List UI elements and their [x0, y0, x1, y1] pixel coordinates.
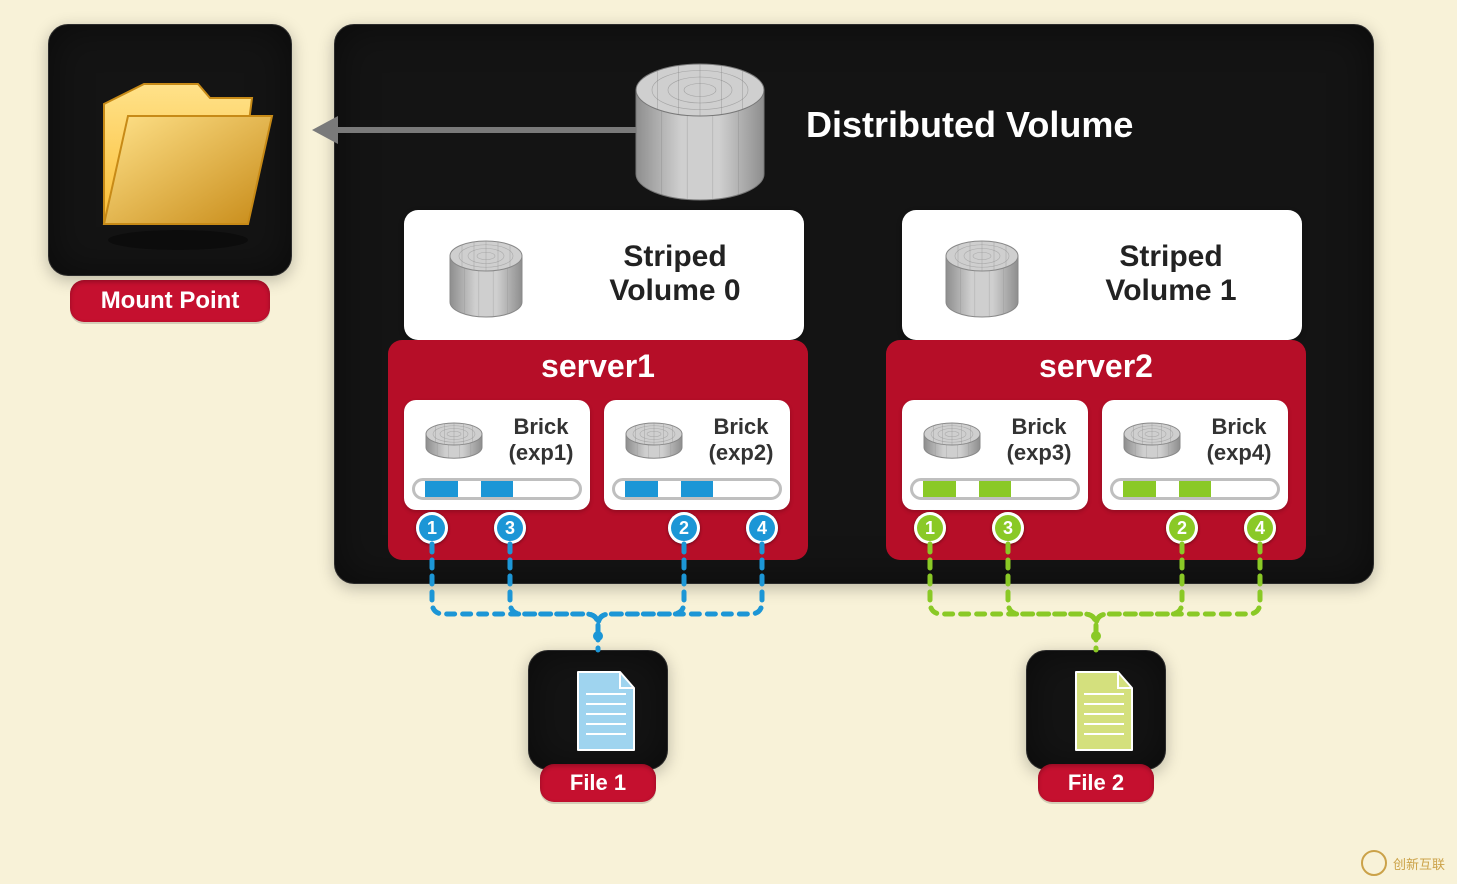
stripe-segment	[681, 481, 714, 497]
stripe-segment	[1123, 481, 1156, 497]
stripe-badge-2: 2	[1166, 512, 1198, 544]
server-title: server2	[886, 348, 1306, 385]
watermark: 创新互联	[1361, 850, 1445, 876]
database-icon	[411, 201, 561, 351]
stripe-badge-2: 2	[668, 512, 700, 544]
stripe-badge-1: 1	[416, 512, 448, 544]
striped-volume-title: StripedVolume 0	[570, 240, 780, 308]
mount-point-label: Mount Point	[70, 280, 270, 322]
file-icon	[528, 650, 668, 770]
brick-label: Brick(exp4)	[1194, 414, 1284, 466]
stripe-bar	[612, 478, 782, 500]
stripe-bar	[910, 478, 1080, 500]
database-icon	[907, 201, 1057, 351]
stripe-badge-4: 4	[746, 512, 778, 544]
server-title: server1	[388, 348, 808, 385]
striped-volume-title: StripedVolume 1	[1066, 240, 1276, 308]
brick-label: Brick(exp3)	[994, 414, 1084, 466]
stripe-segment	[625, 481, 658, 497]
folder-icon	[48, 24, 292, 276]
disk-icon	[910, 410, 1000, 480]
distributed-volume-title: Distributed Volume	[806, 104, 1133, 146]
brick-label: Brick(exp2)	[696, 414, 786, 466]
disk-icon	[1110, 410, 1200, 480]
mount-point-text: Mount Point	[101, 287, 240, 315]
stripe-segment	[425, 481, 458, 497]
stripe-segment	[923, 481, 956, 497]
disk-icon	[412, 410, 502, 480]
stripe-badge-3: 3	[494, 512, 526, 544]
stripe-badge-3: 3	[992, 512, 1024, 544]
disk-icon	[612, 410, 702, 480]
stripe-bar	[412, 478, 582, 500]
stripe-segment	[481, 481, 514, 497]
stripe-bar	[1110, 478, 1280, 500]
stripe-badge-1: 1	[914, 512, 946, 544]
brick-label: Brick(exp1)	[496, 414, 586, 466]
stripe-badge-4: 4	[1244, 512, 1276, 544]
file-icon	[1026, 650, 1166, 770]
stripe-segment	[1179, 481, 1212, 497]
stripe-segment	[979, 481, 1012, 497]
